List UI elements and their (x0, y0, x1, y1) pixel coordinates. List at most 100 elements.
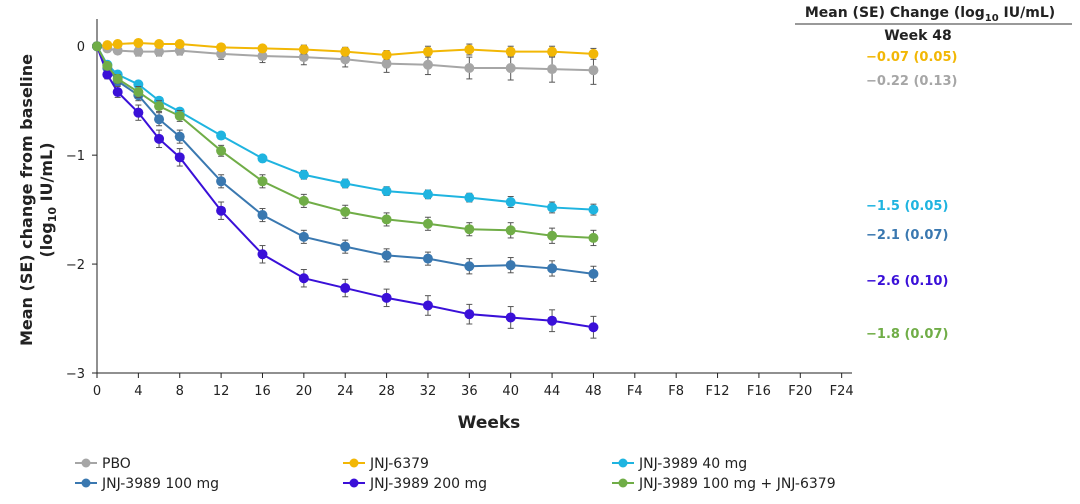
x-tick-label: 28 (378, 384, 395, 399)
marker (588, 204, 599, 215)
marker (547, 315, 558, 326)
marker (381, 214, 392, 225)
x-tick-label: 24 (337, 384, 354, 399)
header-text: Mean (SE) Change (log (805, 5, 985, 21)
x-tick-label: 44 (544, 384, 561, 399)
legend-label: JNJ-3989 100 mg + JNJ-6379 (638, 476, 836, 492)
marker (464, 261, 475, 272)
x-tick-label: 8 (176, 384, 184, 399)
marker (588, 232, 599, 243)
marker (174, 39, 185, 50)
marker (505, 312, 516, 323)
marker (381, 186, 392, 197)
y-label-text: IU/mL) (37, 142, 56, 207)
marker (216, 130, 227, 141)
x-tick-label: 32 (420, 384, 437, 399)
x-tick-label: 20 (296, 384, 313, 399)
marker (298, 231, 309, 242)
series (92, 37, 599, 60)
x-tick-label: F12 (706, 384, 730, 399)
series-line (96, 45, 594, 329)
marker (298, 169, 309, 180)
marker (588, 268, 599, 279)
legend-label: JNJ-3989 40 mg (638, 456, 747, 472)
header-subtitle: Week 48 (884, 28, 952, 44)
series-line (96, 45, 594, 239)
y-label-sub: 10 (46, 207, 59, 223)
x-tick-label: 12 (213, 384, 230, 399)
x-tick-label: F4 (627, 384, 643, 399)
marker (422, 189, 433, 200)
marker (257, 51, 268, 62)
marker (133, 107, 144, 118)
marker (588, 322, 599, 333)
marker (102, 40, 113, 51)
marker (340, 241, 351, 252)
x-tick-label: 16 (254, 384, 271, 399)
legend-marker (349, 478, 359, 488)
y-axis-label: Mean (SE) change from baseline (log10 IU… (17, 54, 59, 346)
marker (422, 59, 433, 70)
marker (340, 283, 351, 294)
marker (547, 202, 558, 213)
legend-marker (81, 478, 91, 488)
x-axis-label: Weeks (458, 413, 521, 433)
marker (381, 292, 392, 303)
legend-marker (349, 458, 359, 468)
series (92, 41, 599, 247)
header-text: IU/mL) (999, 5, 1055, 21)
marker (298, 44, 309, 55)
marker (102, 60, 113, 71)
marker (298, 195, 309, 206)
x-tick-label: F8 (668, 384, 684, 399)
marker (505, 196, 516, 207)
marker (257, 249, 268, 260)
marker (112, 86, 123, 97)
marker (257, 43, 268, 54)
series (92, 41, 599, 339)
marker (216, 145, 227, 156)
marker (133, 37, 144, 48)
marker (112, 39, 123, 50)
marker (154, 133, 165, 144)
marker (464, 224, 475, 235)
marker (298, 273, 309, 284)
marker (547, 230, 558, 241)
marker (547, 263, 558, 274)
marker (133, 86, 144, 97)
marker (422, 218, 433, 229)
legend-label: JNJ-3989 100 mg (101, 476, 219, 492)
marker (154, 101, 165, 112)
marker (216, 205, 227, 216)
week48-label: −1.5 (0.05) (866, 199, 948, 214)
marker (340, 178, 351, 189)
x-tick-label: F24 (830, 384, 854, 399)
y-tick-label: −2 (66, 258, 85, 273)
marker (257, 153, 268, 164)
series-line (96, 45, 594, 211)
series (92, 41, 599, 283)
legend-label: JNJ-3989 200 mg (369, 476, 487, 492)
x-tick-label: 4 (134, 384, 142, 399)
x-tick-label: F20 (788, 384, 812, 399)
x-tick-label: 40 (502, 384, 519, 399)
marker (174, 110, 185, 121)
week48-label: −2.1 (0.07) (866, 228, 948, 243)
marker (340, 206, 351, 217)
header-sub: 10 (985, 13, 999, 24)
marker (381, 58, 392, 69)
marker (422, 300, 433, 311)
marker (381, 49, 392, 60)
marker (464, 44, 475, 55)
marker (464, 192, 475, 203)
legend-label: JNJ-6379 (369, 456, 429, 472)
marker (154, 39, 165, 50)
marker (547, 64, 558, 75)
marker (422, 253, 433, 264)
marker (154, 46, 165, 57)
legend-marker (81, 458, 91, 468)
series (92, 41, 599, 216)
marker (102, 69, 113, 80)
marker (505, 63, 516, 74)
